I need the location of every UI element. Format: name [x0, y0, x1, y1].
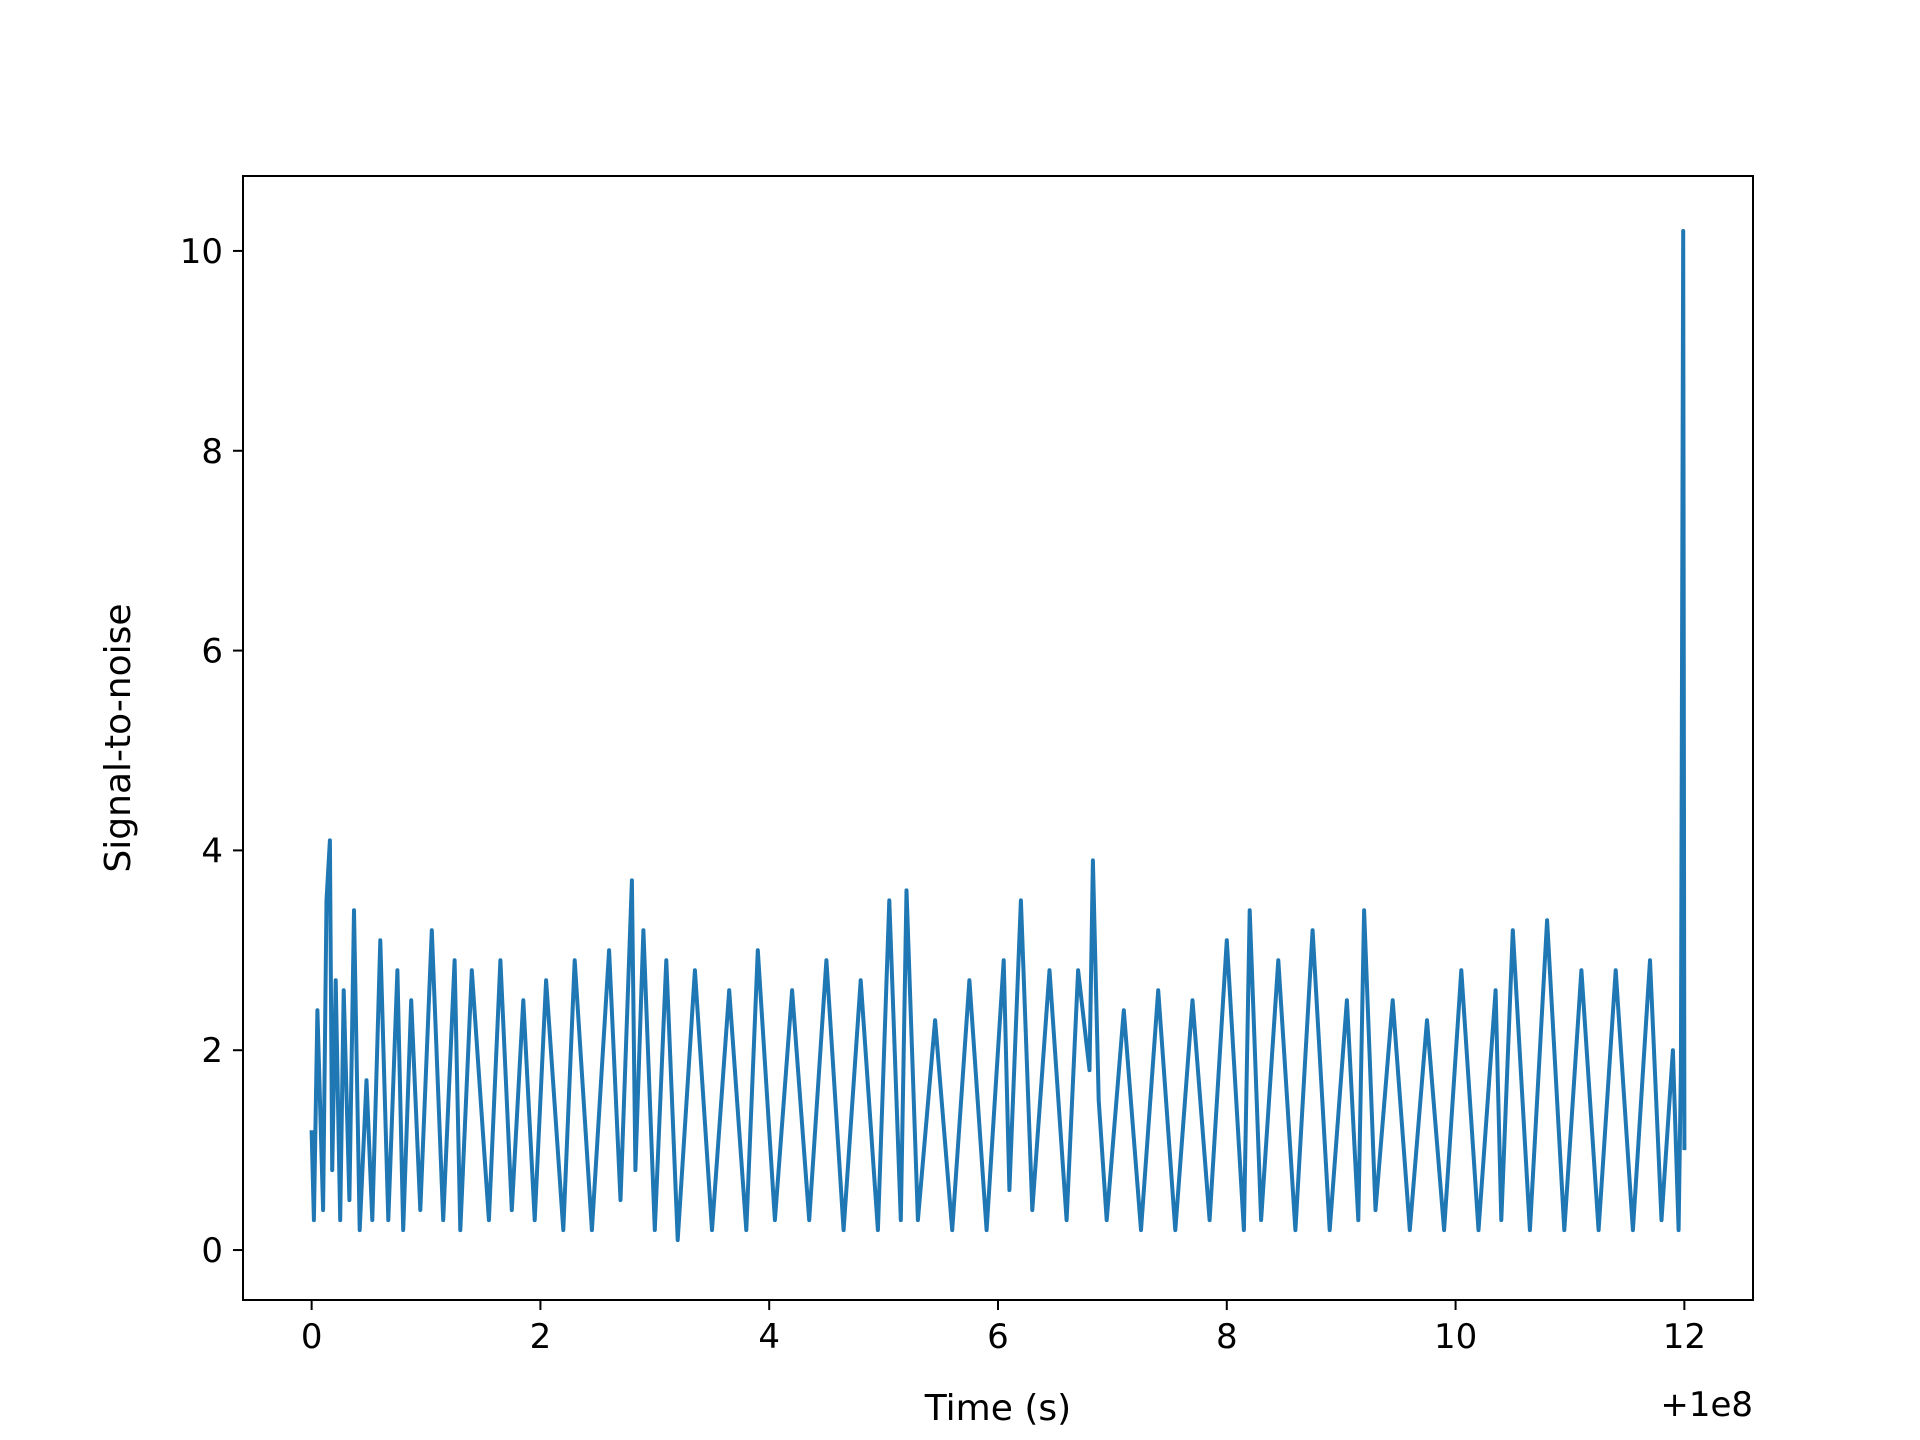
y-tick-label: 2 [201, 1031, 223, 1071]
y-axis-ticks: 0 2 4 6 8 10 [180, 232, 243, 1271]
x-tick-label: 12 [1663, 1317, 1706, 1357]
series-line-0 [309, 229, 1687, 1243]
plot-area [309, 229, 1687, 1243]
x-tick-label: 6 [987, 1317, 1009, 1357]
y-tick-label: 10 [180, 232, 223, 272]
x-tick-label: 8 [1216, 1317, 1238, 1357]
x-tick-label: 2 [530, 1317, 552, 1357]
y-tick-label: 8 [201, 432, 223, 472]
y-tick-label: 0 [201, 1231, 223, 1271]
x-axis-ticks: 0 2 4 6 8 10 12 [301, 1300, 1706, 1357]
y-axis-label: Signal-to-noise [98, 603, 139, 872]
x-tick-label: 10 [1434, 1317, 1477, 1357]
x-axis-offset-label: +1e8 [1660, 1385, 1753, 1425]
y-tick-label: 4 [201, 831, 223, 871]
x-tick-label: 4 [758, 1317, 780, 1357]
x-axis-label: Time (s) [924, 1388, 1071, 1429]
x-tick-label: 0 [301, 1317, 323, 1357]
y-tick-label: 6 [201, 632, 223, 672]
